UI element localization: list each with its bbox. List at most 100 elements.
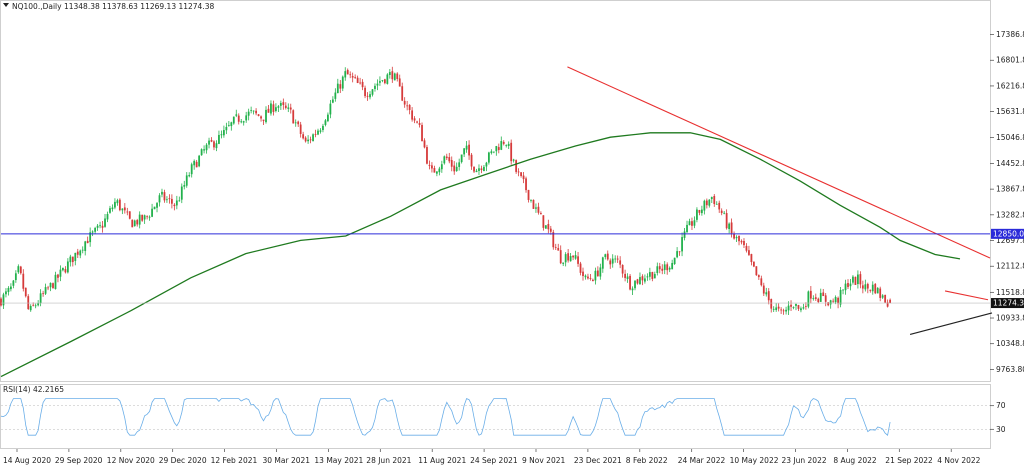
candle-body (656, 266, 659, 273)
candle-body (809, 290, 812, 299)
x-tick-label: 12 Feb 2021 (211, 456, 258, 465)
candle-body (153, 206, 156, 210)
candle-body (738, 235, 740, 242)
collapse-triangle-icon[interactable] (3, 3, 9, 7)
candle-body (143, 215, 146, 220)
candle-body (500, 141, 503, 150)
candle-body (629, 275, 631, 290)
candle-body (720, 210, 723, 214)
candle-body (644, 278, 646, 282)
x-tick-label: 4 Nov 2022 (937, 456, 980, 465)
candle-body (371, 89, 374, 95)
candle-body (39, 293, 42, 304)
candle-body (433, 168, 436, 173)
candle-body (492, 151, 495, 153)
candle-body (653, 274, 656, 279)
time-x-axis: 14 Aug 2020 29 Sep 2020 12 Nov 2020 29 Dec … (3, 449, 981, 465)
candle-body (483, 166, 485, 172)
candle-body (562, 262, 565, 264)
y-tick-label: 12112.80 (996, 262, 1024, 271)
candle-body (198, 155, 201, 167)
candle-body (445, 156, 448, 159)
candle-body (386, 74, 389, 84)
x-tick-label: 14 Aug 2020 (3, 456, 51, 465)
candle-body (324, 120, 327, 125)
candle-body (86, 240, 89, 244)
candle-body (364, 87, 366, 97)
candle-body (213, 141, 215, 148)
candle-body (569, 256, 572, 262)
candle-body (579, 263, 582, 273)
candle-body (383, 79, 386, 84)
candle-body (76, 251, 79, 255)
candle-body (626, 276, 629, 280)
candle-body (765, 292, 768, 295)
candle-body (592, 279, 594, 282)
candle-body (49, 282, 52, 288)
candle-body (193, 160, 196, 166)
candle-body (478, 168, 480, 171)
candle-body (158, 195, 161, 203)
candle-body (304, 137, 307, 142)
candle-body (641, 276, 644, 281)
last-price-tag (991, 298, 1024, 309)
candle-body (440, 164, 443, 170)
y-tick-label: 12697.80 (996, 236, 1024, 245)
candle-body (547, 224, 550, 230)
trendlines[interactable] (567, 66, 993, 335)
candle-body (527, 189, 530, 200)
candle-body (232, 116, 235, 124)
rsi-panel-frame (0, 384, 991, 449)
candle-body (748, 250, 750, 255)
candle-body (487, 152, 490, 163)
candle-body (589, 278, 592, 279)
candle-body (34, 305, 37, 307)
candle-body (292, 110, 295, 124)
candle-body (552, 232, 555, 248)
candle-body (133, 220, 136, 227)
candle-body (879, 288, 882, 298)
candle-body (817, 298, 820, 303)
candle-body (334, 92, 337, 99)
candle-body (760, 278, 763, 286)
candle-body (710, 197, 713, 200)
candlestick-series (0, 66, 892, 316)
candle-body (723, 212, 726, 214)
candle-body (463, 148, 466, 155)
candle-body (29, 305, 32, 311)
candle-body (703, 200, 706, 211)
candle-body (84, 241, 87, 251)
candle-body (2, 294, 5, 306)
candle-body (428, 164, 431, 166)
horizontal-level-line[interactable]: 12850.00 (1, 228, 1024, 239)
y-tick-label: 10933.80 (996, 314, 1024, 323)
candle-body (141, 214, 144, 221)
candle-body (426, 147, 428, 164)
candle-body (168, 198, 171, 200)
y-tick-label: 14452.80 (996, 159, 1024, 168)
candle-body (317, 130, 319, 135)
y-tick-label: 15046.80 (996, 133, 1024, 142)
candle-body (725, 213, 728, 229)
candle-body (89, 232, 92, 243)
candle-body (497, 147, 500, 151)
candle-body (123, 207, 126, 211)
candle-body (847, 283, 849, 287)
candle-body (691, 221, 693, 226)
candle-body (423, 140, 426, 148)
candle-body (96, 225, 99, 228)
candle-body (42, 293, 45, 295)
candle-body (458, 162, 461, 167)
candle-body (180, 186, 183, 200)
candle-body (604, 254, 607, 258)
candle-body (700, 209, 703, 214)
candle-body (871, 284, 874, 292)
rsi-tick-label: 30 (996, 425, 1006, 434)
candle-body (260, 116, 262, 119)
candle-body (842, 289, 844, 291)
candle-body (468, 144, 470, 156)
y-tick-label: 17386.80 (996, 30, 1024, 39)
candle-body (374, 85, 376, 89)
candle-body (599, 267, 602, 277)
